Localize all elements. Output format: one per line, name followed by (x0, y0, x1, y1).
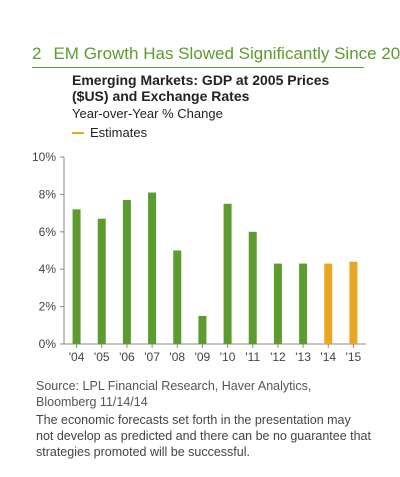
x-tick-label: '04 (69, 350, 85, 364)
bar-05 (97, 218, 106, 344)
x-tick-label: '13 (295, 350, 311, 364)
legend-estimates-label: Estimates (90, 125, 148, 140)
chart-legend: Estimates (72, 125, 147, 140)
y-tick-label: 4% (39, 262, 57, 276)
bar-04 (72, 209, 81, 344)
chart-title: Emerging Markets: GDP at 2005 Prices ($U… (72, 72, 330, 104)
title-divider (32, 67, 364, 68)
bar-11 (248, 231, 257, 344)
y-tick-label: 10% (32, 150, 56, 164)
x-tick-label: '14 (320, 350, 336, 364)
x-tick-label: '10 (220, 350, 236, 364)
bar-15 (349, 261, 358, 344)
bar-07 (148, 192, 157, 344)
x-tick-label: '08 (169, 350, 185, 364)
x-tick-label: '05 (94, 350, 110, 364)
x-tick-label: '06 (119, 350, 135, 364)
y-tick-label: 8% (39, 187, 57, 201)
legend-estimates-swatch (72, 131, 84, 134)
source-note: Source: LPL Financial Research, Haver An… (36, 379, 312, 409)
bar-09 (198, 315, 207, 344)
x-tick-label: '15 (346, 350, 362, 364)
page-title: 2 EM Growth Has Slowed Significantly Sinc… (32, 44, 400, 64)
slide-title: EM Growth Has Slowed Significantly Since… (53, 44, 400, 63)
y-tick-label: 2% (39, 300, 57, 314)
chart-subtitle: Year-over-Year % Change (72, 106, 223, 121)
slide-number: 2 (32, 44, 42, 63)
bar-14 (324, 263, 333, 344)
x-tick-label: '11 (245, 350, 260, 364)
y-tick-label: 0% (39, 337, 57, 351)
bar-10 (223, 203, 232, 344)
bar-13 (299, 263, 308, 344)
x-tick-label: '09 (195, 350, 211, 364)
disclaimer: The economic forecasts set forth in the … (36, 413, 371, 459)
bar-12 (273, 263, 282, 344)
x-tick-label: '12 (270, 350, 286, 364)
bar-08 (173, 250, 182, 344)
y-tick-label: 6% (39, 225, 57, 239)
bar-06 (122, 200, 131, 344)
x-tick-label: '07 (144, 350, 160, 364)
